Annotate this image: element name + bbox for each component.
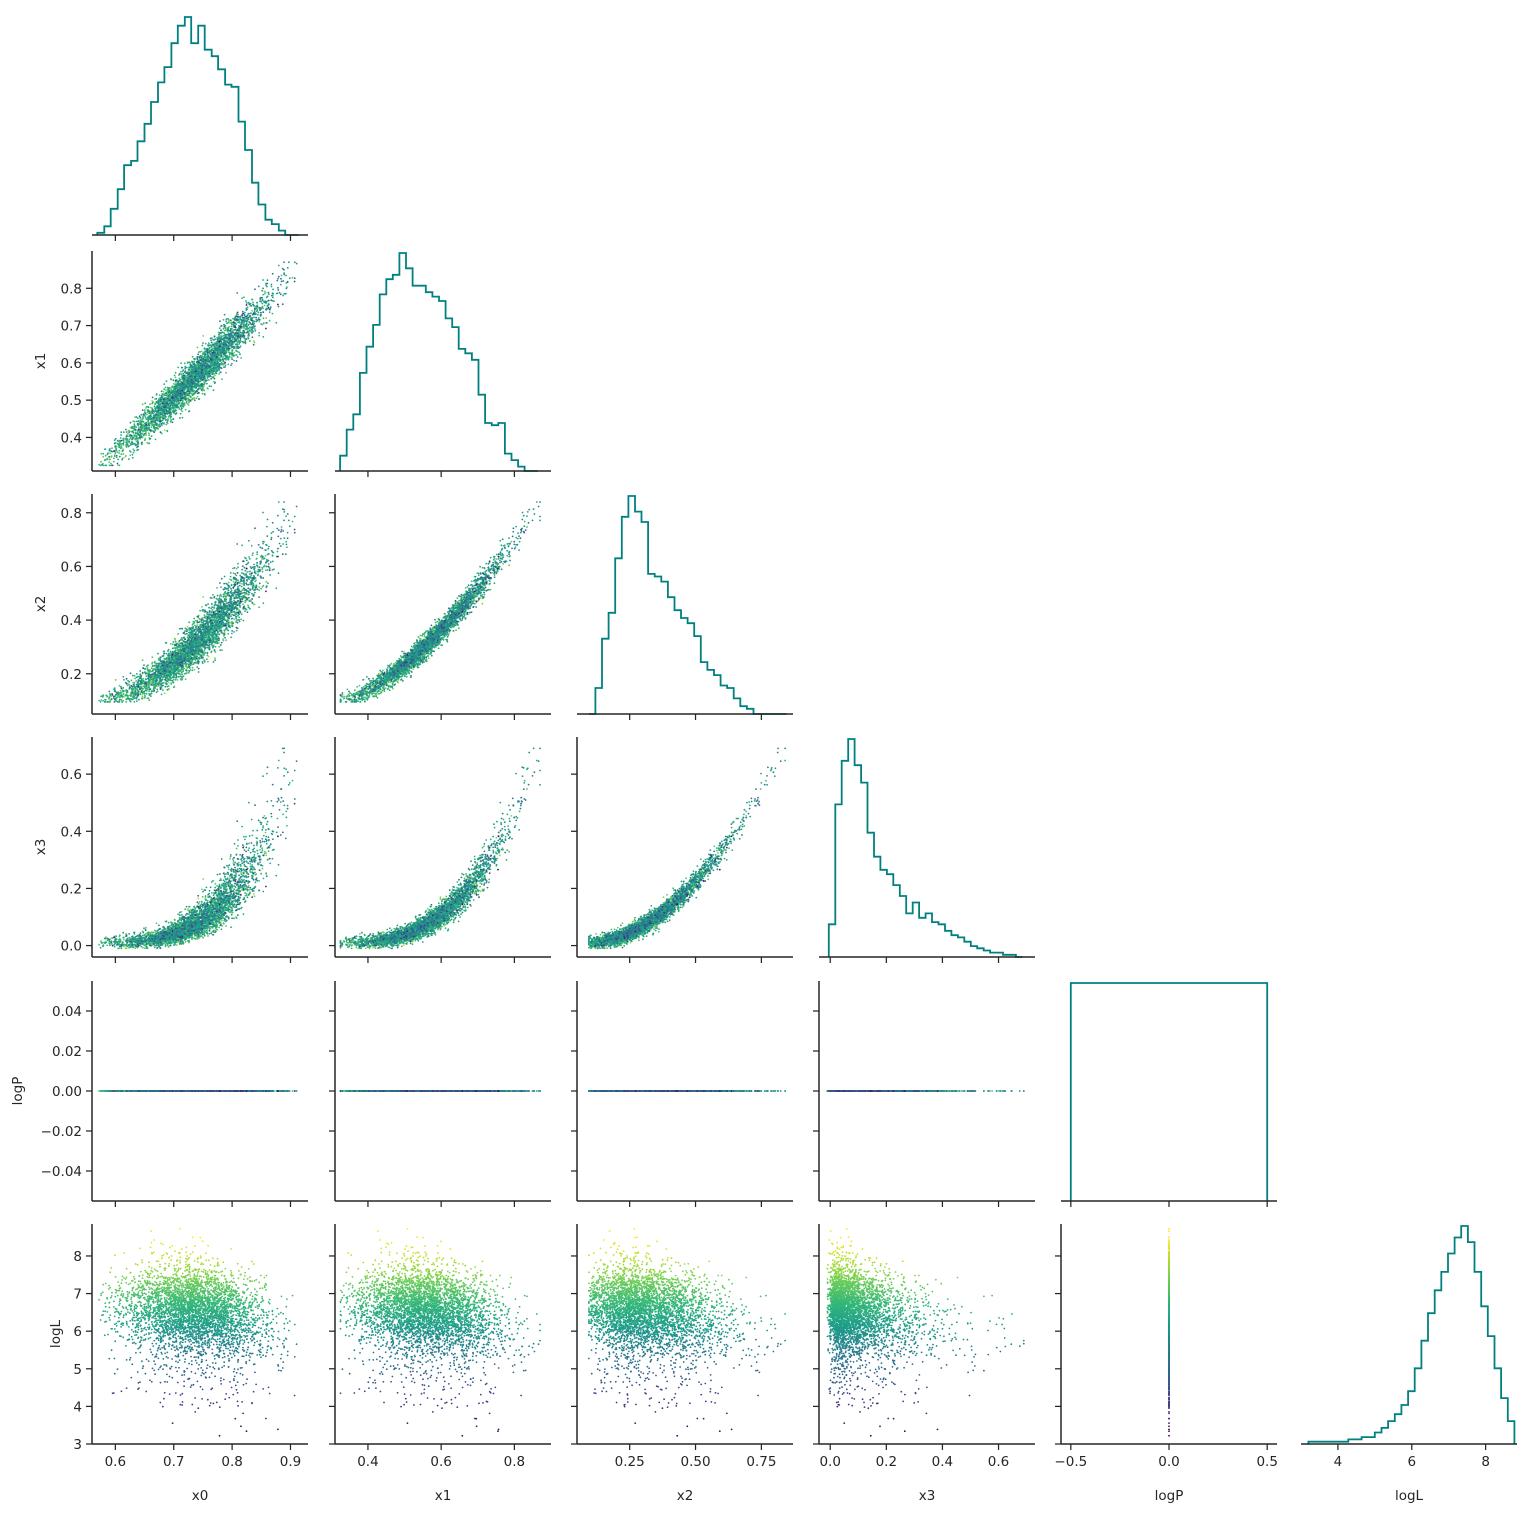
scatter-point	[197, 396, 199, 398]
scatter-point	[233, 352, 235, 354]
scatter-point	[202, 335, 204, 337]
scatter-points-x1-vs-x0	[98, 261, 297, 466]
scatter-point	[187, 396, 189, 398]
scatter-point	[163, 391, 165, 393]
scatter-point	[265, 317, 267, 319]
scatter-point	[118, 452, 120, 454]
scatter-point	[108, 461, 110, 463]
scatter-point	[264, 305, 266, 307]
histogram-x0	[97, 17, 298, 235]
scatter-point	[258, 321, 260, 323]
scatter-point	[254, 342, 256, 344]
scatter-point	[253, 340, 255, 342]
scatter-point	[129, 455, 131, 457]
scatter-point	[251, 310, 253, 312]
scatter-point	[123, 457, 125, 459]
scatter-point	[214, 375, 216, 377]
scatter-point	[164, 429, 166, 431]
scatter-point	[201, 350, 203, 352]
scatter-point	[229, 322, 231, 324]
panel-x1-vs-x0: 0.40.50.60.70.8	[61, 251, 308, 477]
scatter-point	[102, 456, 104, 458]
panel-x0-vs-x0	[92, 17, 308, 241]
